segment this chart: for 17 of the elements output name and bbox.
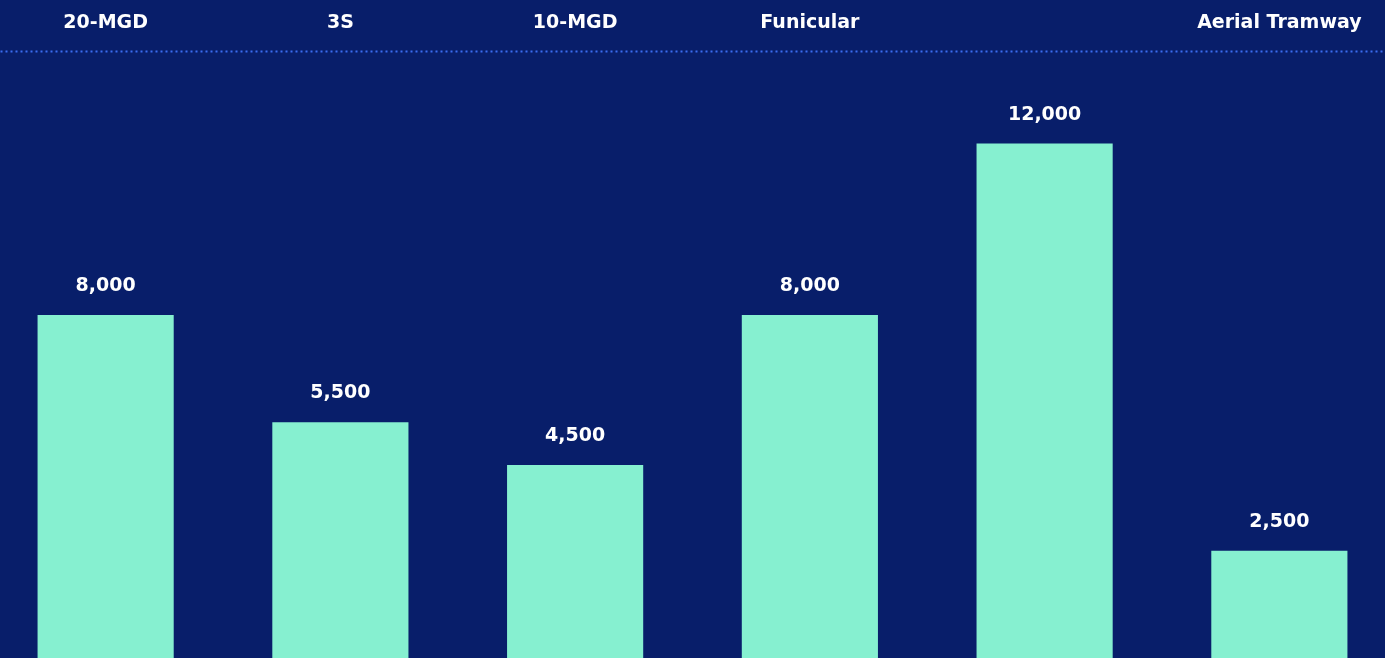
data-label: 8,000 [779, 273, 840, 296]
data-label: 2,500 [1249, 508, 1310, 531]
x-tick-label: 10-MGD [532, 9, 618, 32]
bar [272, 422, 409, 658]
bar [976, 143, 1113, 658]
bar [741, 315, 878, 658]
x-tick-label: Funicular [760, 9, 861, 32]
x-tick-label: Aerial Tramway [1197, 9, 1363, 32]
bar [507, 465, 644, 658]
x-tick-label: 3S [326, 9, 354, 32]
x-tick-label: 20-MGD [63, 9, 148, 32]
bar [37, 315, 174, 658]
bar [1211, 550, 1348, 658]
data-label: 8,000 [75, 273, 136, 296]
data-label: 12,000 [1007, 101, 1082, 124]
data-label: 5,500 [310, 380, 371, 403]
data-label: 4,500 [545, 423, 606, 446]
